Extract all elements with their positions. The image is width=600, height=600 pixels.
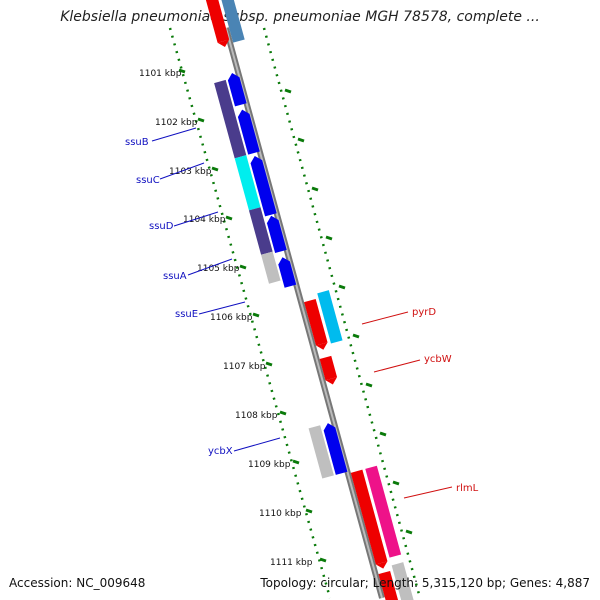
gene-label-pyrD[interactable]: pyrD [412,307,436,318]
genome-summary-text: Topology: circular; Length: 5,315,120 bp… [260,576,590,590]
gene-label-ssuD[interactable]: ssuD [149,221,174,232]
gene-ssuC-inner[interactable] [234,155,261,211]
gene-features[interactable] [188,0,415,600]
gene-feature[interactable] [319,355,338,381]
gene-label-ssuB[interactable]: ssuB [125,137,149,148]
genome-backbone-highlight [225,27,383,599]
kbp-label: 1102 kbp [155,118,198,128]
gene-ssuC[interactable] [236,108,260,155]
gene-ssuD-inner[interactable] [248,207,273,255]
kbp-label: 1110 kbp [259,509,302,519]
gene-feature[interactable] [391,562,414,600]
gene-feature[interactable] [378,570,401,600]
gene-ssuA[interactable] [265,214,287,254]
gene-arrow[interactable] [217,39,231,49]
gene-pyrD[interactable] [304,298,328,346]
kbp-label: 1105 kbp [197,264,240,274]
gene-feature[interactable] [201,0,230,43]
gene-ycbW[interactable] [317,290,343,344]
gene-ssuE[interactable] [277,256,297,288]
kbp-label: 1107 kbp [223,362,266,372]
gene-feature[interactable] [216,0,245,43]
gene-arrow[interactable] [325,377,338,386]
gene-ycbX-inner[interactable] [308,425,334,479]
kbp-label: 1106 kbp [210,313,253,323]
accession-text: Accession: NC_009648 [9,576,146,590]
gene-feature[interactable] [365,465,402,558]
kbp-label: 1103 kbp [169,167,212,177]
kbp-label: 1104 kbp [183,215,226,225]
gene-rlmL-tip[interactable] [375,561,389,570]
kbp-ticks [178,68,413,563]
kbp-label: 1111 kbp [270,558,313,568]
gene-label-ssuC[interactable]: ssuC [136,175,160,186]
gene-rlmL[interactable] [350,469,388,565]
gene-label-ycbX[interactable]: ycbX [208,446,233,457]
gene-ycbX[interactable] [322,422,348,475]
gene-label-rlmL[interactable]: rlmL [456,483,479,494]
gene-pyrD-tip[interactable] [315,342,329,351]
outer-dotted-track-left [168,27,332,599]
kbp-label: 1108 kbp [235,411,278,421]
gene-ssuB-inner[interactable] [214,79,247,159]
gene-ssuB[interactable] [226,71,247,107]
gene-ssuD[interactable] [249,154,277,217]
map-title: Klebsiella pneumoniae subsp. pneumoniae … [60,9,540,25]
kbp-label: 1109 kbp [248,460,291,470]
gene-label-ycbW[interactable]: ycbW [424,354,452,365]
label-leaders [151,127,453,499]
gene-label-ssuE[interactable]: ssuE [175,309,198,320]
gene-label-ssuA[interactable]: ssuA [163,271,187,282]
gene-ssuE-inner[interactable] [261,251,281,284]
kbp-label: 1101 kbp [139,69,182,79]
